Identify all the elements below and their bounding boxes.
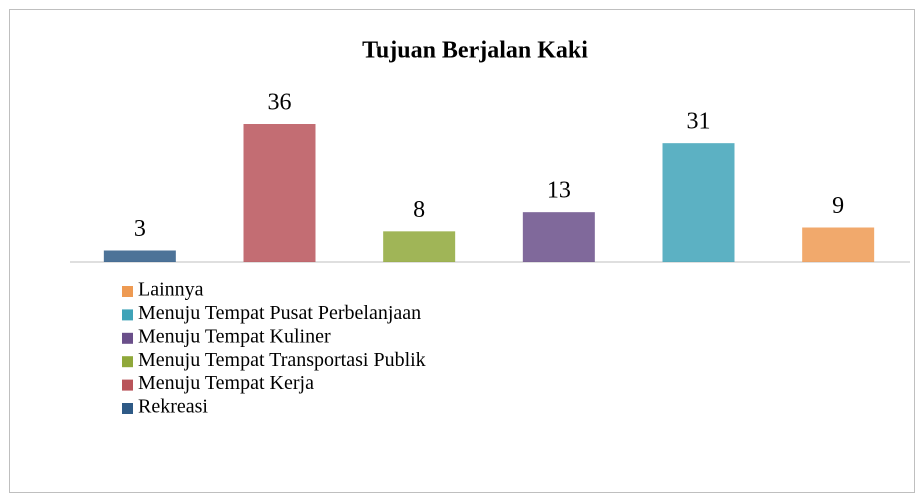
legend-label: Rekreasi: [138, 396, 208, 418]
legend-label: Menuju Tempat Kerja: [138, 372, 314, 394]
bar: [383, 231, 456, 262]
data-label: 9: [832, 193, 844, 219]
data-label: 31: [687, 109, 711, 135]
legend-swatch: [122, 356, 133, 368]
bar: [802, 227, 875, 262]
legend-swatch: [122, 332, 133, 344]
legend-label: Menuju Tempat Kuliner: [138, 325, 331, 347]
bar: [243, 124, 316, 262]
data-label: 8: [413, 197, 425, 223]
legend-swatch: [122, 403, 133, 414]
legend-label: Menuju Tempat Transportasi Publik: [138, 349, 426, 371]
data-label: 13: [547, 178, 571, 204]
legend-label: Lainnya: [138, 279, 204, 301]
bar: [103, 250, 176, 262]
legend-swatch: [122, 309, 133, 321]
bar: [662, 143, 735, 262]
data-label: 3: [134, 216, 146, 242]
legend-swatch: [122, 379, 133, 391]
legend-swatch: [122, 286, 133, 297]
chart-title: Tujuan Berjalan Kaki: [362, 38, 588, 64]
legend-label: Menuju Tempat Pusat Perbelanjaan: [138, 302, 421, 324]
bar: [522, 212, 595, 262]
data-label: 36: [268, 90, 292, 116]
